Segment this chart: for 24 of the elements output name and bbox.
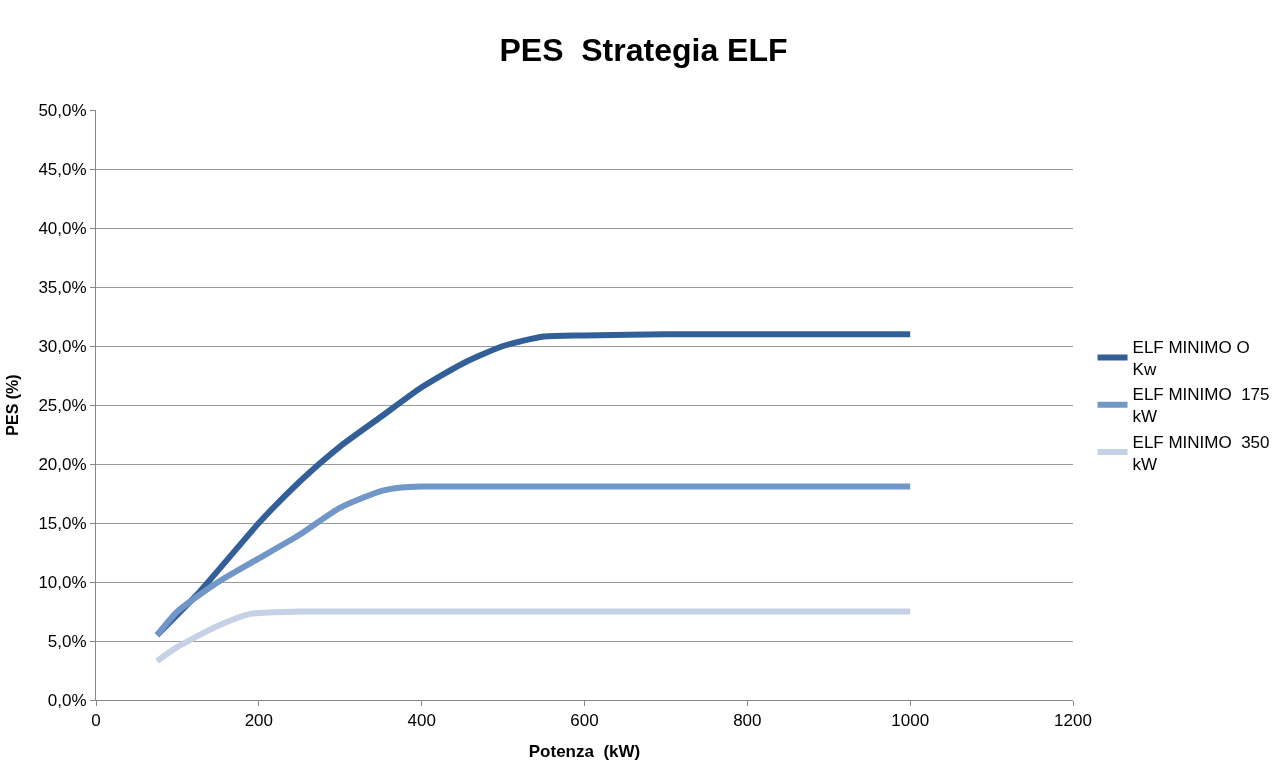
x-tick-label: 1200 bbox=[1054, 711, 1092, 731]
y-tick-label: 0,0% bbox=[47, 690, 87, 710]
legend-label: ELF MINIMO 175 kW bbox=[1132, 385, 1270, 427]
legend-label: ELF MINIMO 350 kW bbox=[1132, 432, 1270, 474]
x-tick-label: 1000 bbox=[891, 711, 930, 731]
y-tick-label: 50,0% bbox=[38, 100, 87, 120]
x-tick-label: 800 bbox=[733, 711, 762, 731]
y-tick-label: 5,0% bbox=[47, 631, 87, 651]
y-tick-label: 45,0% bbox=[38, 159, 87, 179]
y-tick-label: 20,0% bbox=[38, 454, 87, 474]
y-tick-label: 35,0% bbox=[38, 277, 87, 297]
x-tick-label: 600 bbox=[570, 711, 599, 731]
y-tick-label: 15,0% bbox=[38, 513, 87, 533]
x-tick-label: 200 bbox=[244, 711, 274, 731]
legend-label: ELF MINIMO O Kw bbox=[1132, 338, 1250, 380]
x-tick-label: 0 bbox=[91, 711, 101, 731]
y-tick-label: 25,0% bbox=[38, 395, 87, 415]
y-tick-label: 30,0% bbox=[38, 336, 87, 356]
y-tick-label: 10,0% bbox=[38, 572, 87, 592]
x-axis-title: Potenza (kW) bbox=[528, 741, 641, 761]
x-tick-label: 400 bbox=[407, 711, 436, 731]
chart-title: PES Strategia ELF bbox=[499, 31, 788, 68]
y-tick-label: 40,0% bbox=[38, 218, 87, 238]
y-axis-title: PES (%) bbox=[4, 374, 22, 436]
